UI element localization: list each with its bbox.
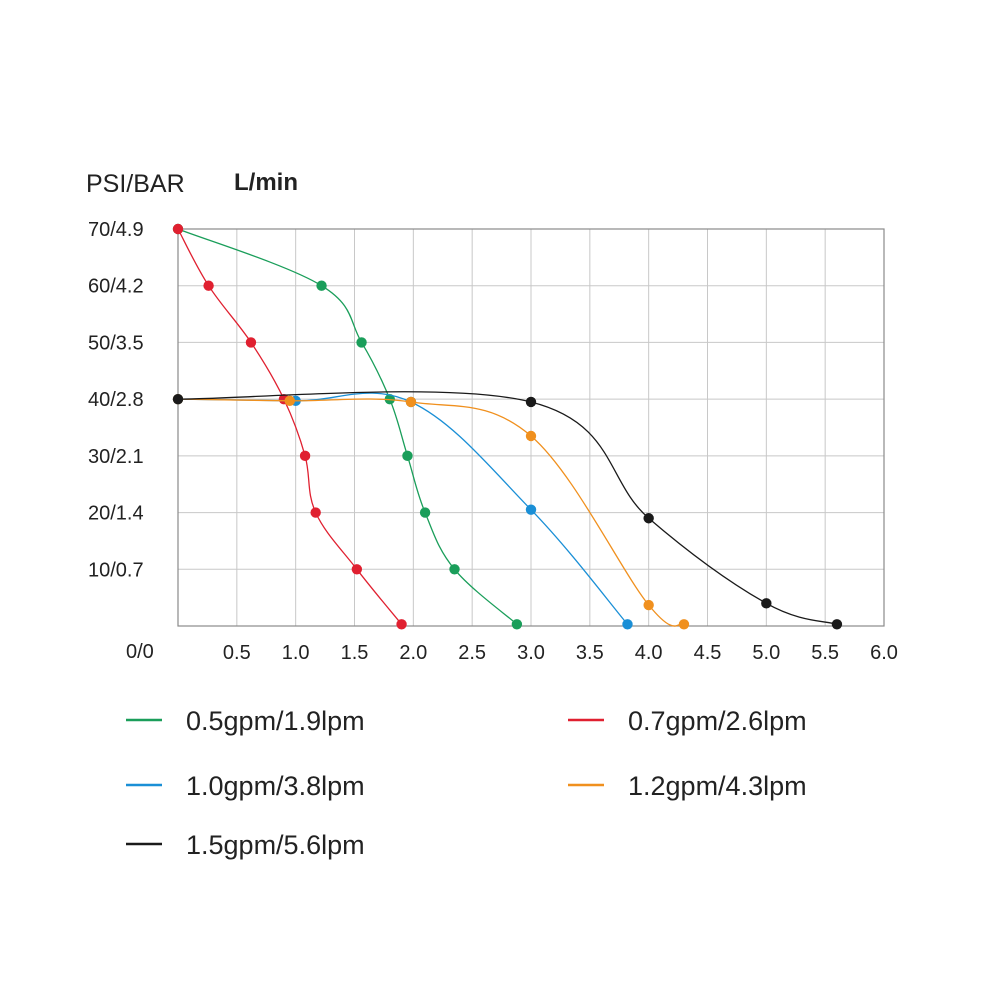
series-line	[177, 391, 838, 625]
x-tick-label: 2.5	[458, 642, 486, 664]
grid	[178, 229, 884, 626]
x-tick-label: 5.0	[752, 642, 780, 664]
x-tick-label: 0.5	[223, 642, 251, 664]
series-2	[172, 223, 407, 630]
data-point	[761, 598, 772, 609]
series-layer	[172, 223, 843, 630]
x-tick-label: 1.5	[341, 642, 369, 664]
series-4	[172, 393, 690, 630]
data-point	[622, 619, 633, 630]
legend-label: 1.5gpm/5.6lpm	[186, 830, 365, 860]
data-point	[316, 280, 327, 291]
legend-item: 1.2gpm/4.3lpm	[568, 771, 807, 801]
data-point	[419, 507, 431, 518]
x-axis-label: L/min	[234, 169, 298, 196]
legend-item: 0.7gpm/2.6lpm	[568, 706, 807, 736]
data-point	[299, 450, 311, 462]
x-tick-label: 5.5	[811, 642, 839, 664]
data-point	[525, 396, 537, 408]
data-point	[172, 223, 184, 235]
x-tick-label: 3.5	[576, 642, 604, 664]
legend-label: 1.2gpm/4.3lpm	[628, 771, 807, 801]
x-tick-label: 4.5	[694, 642, 722, 664]
series-line	[177, 228, 518, 625]
legend-item: 0.5gpm/1.9lpm	[126, 706, 365, 736]
data-point	[351, 564, 363, 575]
legend-item: 1.0gpm/3.8lpm	[126, 771, 365, 801]
plot-frame	[177, 228, 885, 627]
y-tick-label: 20/1.4	[88, 503, 144, 525]
data-point	[402, 450, 413, 462]
x-tick-label: 4.0	[635, 642, 663, 664]
x-tick-label: 2.0	[399, 642, 427, 664]
y-tick-label: 70/4.9	[88, 219, 144, 241]
data-point	[831, 619, 843, 630]
legend-label: 0.7gpm/2.6lpm	[628, 706, 807, 736]
data-point	[284, 395, 295, 407]
legend-item: 1.5gpm/5.6lpm	[126, 830, 365, 860]
data-point	[678, 619, 690, 630]
axis-ticks: 0.5 1.0 1.5 2.0 2.5 3.0 3.5 4.0 4.5 5.0 5.5 6.0 10/0…	[88, 219, 898, 664]
y-tick-label: 10/0.7	[88, 559, 144, 581]
data-point	[396, 619, 407, 630]
x-tick-label: 3.0	[517, 642, 545, 664]
data-point	[356, 337, 367, 348]
data-point	[643, 599, 654, 611]
data-point	[511, 619, 523, 630]
x-tick-label: 1.0	[282, 642, 310, 664]
series-line	[177, 392, 628, 625]
data-point	[203, 280, 214, 291]
series-3	[172, 392, 633, 630]
series-5	[172, 391, 843, 630]
data-point	[525, 504, 537, 515]
origin-label: 0/0	[126, 641, 154, 663]
x-tick-label: 6.0	[870, 642, 898, 664]
data-point	[310, 507, 321, 518]
data-point	[172, 393, 184, 405]
data-point	[525, 430, 537, 442]
legend: 0.5gpm/1.9lpm 0.7gpm/2.6lpm 1.0gpm/3.8lpm 1…	[126, 706, 807, 860]
legend-label: 0.5gpm/1.9lpm	[186, 706, 365, 736]
legend-label: 1.0gpm/3.8lpm	[186, 771, 365, 801]
data-point	[643, 513, 654, 524]
series-1	[172, 223, 523, 630]
y-tick-label: 30/2.1	[88, 446, 144, 468]
y-tick-label: 60/4.2	[88, 276, 144, 298]
y-axis-label: PSI/BAR	[86, 170, 185, 198]
data-point	[405, 396, 417, 408]
data-point	[245, 337, 257, 348]
data-point	[449, 564, 460, 575]
y-tick-label: 40/2.8	[88, 389, 144, 411]
y-tick-label: 50/3.5	[88, 332, 144, 354]
